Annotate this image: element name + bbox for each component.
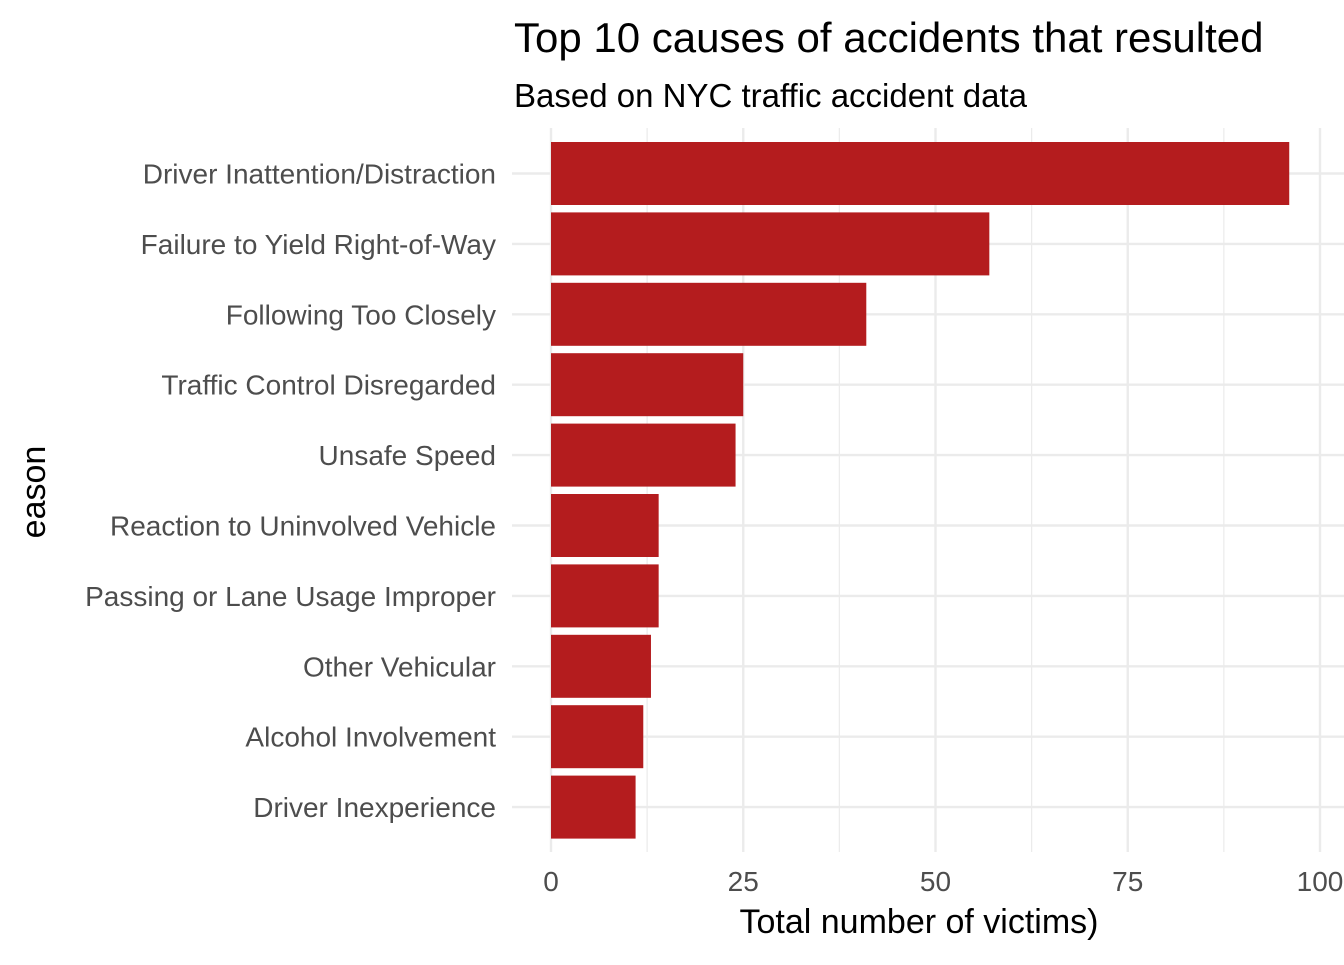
y-tick-label: Other Vehicular [303, 651, 496, 682]
x-tick-labels: 0 25 50 75 100 [543, 866, 1343, 897]
x-tick-label: 50 [920, 866, 951, 897]
x-axis-title: Total number of victims) [740, 903, 1099, 941]
y-tick-label: Passing or Lane Usage Improper [85, 581, 496, 612]
x-tick-label: 0 [543, 866, 559, 897]
bars [551, 142, 1290, 839]
bar-2 [551, 212, 990, 276]
bar-10 [551, 775, 636, 839]
bar-3 [551, 282, 867, 346]
bar-8 [551, 634, 651, 698]
bar-7 [551, 564, 659, 628]
bar-1 [551, 142, 1290, 205]
bar-5 [551, 423, 736, 487]
y-tick-labels: Driver Inattention/Distraction Failure to… [85, 159, 496, 824]
y-tick-label: Failure to Yield Right-of-Way [141, 229, 496, 260]
y-tick-label: Unsafe Speed [319, 440, 496, 471]
x-tick-label: 75 [1112, 866, 1143, 897]
y-tick-label: Traffic Control Disregarded [161, 370, 496, 401]
bar-4 [551, 353, 744, 417]
y-tick-label: Following Too Closely [226, 299, 496, 330]
bar-6 [551, 494, 659, 557]
y-tick-label: Reaction to Uninvolved Vehicle [110, 511, 496, 542]
bar-9 [551, 705, 644, 769]
y-axis-title: eason [15, 446, 53, 539]
y-tick-label: Driver Inattention/Distraction [143, 159, 496, 190]
chart-subtitle: Based on NYC traffic accident data [514, 77, 1028, 114]
y-tick-label: Alcohol Involvement [245, 722, 496, 753]
x-tick-label: 100 [1297, 866, 1344, 897]
chart-title: Top 10 causes of accidents that resulted [514, 14, 1263, 61]
x-tick-label: 25 [728, 866, 759, 897]
y-tick-label: Driver Inexperience [253, 792, 496, 823]
